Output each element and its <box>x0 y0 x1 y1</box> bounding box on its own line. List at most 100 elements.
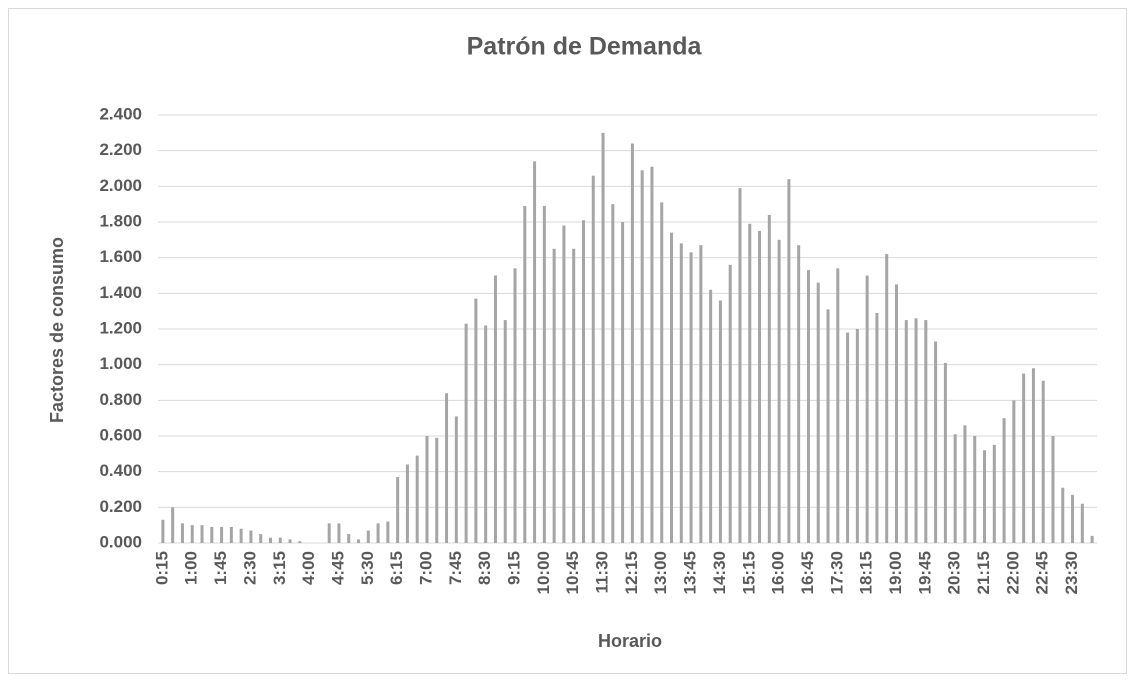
bar <box>943 362 947 543</box>
y-tick-label: 2.400 <box>99 104 142 123</box>
bar <box>640 170 644 544</box>
bar <box>503 320 507 543</box>
bar <box>474 298 478 543</box>
x-tick-label: 22:45 <box>1033 551 1052 594</box>
bar <box>875 312 879 543</box>
bar <box>259 534 263 543</box>
bar <box>1002 418 1006 543</box>
x-tick-label: 11:30 <box>593 551 612 594</box>
x-tick-label: 16:45 <box>798 551 817 594</box>
x-tick-label: 7:00 <box>416 551 435 585</box>
bar <box>601 132 605 544</box>
x-tick-label: 8:30 <box>475 551 494 585</box>
chart-title: Patrón de Demanda <box>467 33 703 61</box>
x-axis-title: Horario <box>598 631 662 651</box>
y-tick-label: 1.600 <box>99 247 142 266</box>
y-tick-label: 1.200 <box>99 318 142 337</box>
bar <box>689 252 693 544</box>
bar <box>934 341 938 543</box>
bar <box>591 175 595 543</box>
bar <box>435 437 439 543</box>
bar <box>542 205 546 543</box>
bar <box>572 248 576 543</box>
x-tick-label: 13:00 <box>651 551 670 594</box>
bar <box>298 541 302 543</box>
bar <box>787 179 791 543</box>
bar <box>904 320 908 543</box>
bar <box>464 323 468 543</box>
bar <box>278 537 282 543</box>
bar <box>855 329 859 543</box>
bar <box>220 526 224 543</box>
x-tick-label: 21:15 <box>974 551 993 594</box>
bar <box>249 530 253 543</box>
bar <box>200 525 204 543</box>
bar <box>777 239 781 544</box>
x-tick-label: 5:30 <box>358 551 377 585</box>
bar <box>767 214 771 543</box>
bar <box>885 254 889 543</box>
y-tick-label: 2.200 <box>99 140 142 159</box>
bar <box>347 534 351 543</box>
bar <box>924 320 928 543</box>
x-tick-label: 15:15 <box>739 551 758 594</box>
bar <box>1041 380 1045 543</box>
bar <box>376 523 380 543</box>
x-tick-label: 14:30 <box>710 551 729 594</box>
bar <box>1031 368 1035 543</box>
bar <box>806 270 810 543</box>
bar <box>405 464 409 543</box>
bar <box>1012 400 1016 543</box>
bar <box>562 225 566 544</box>
bar <box>396 477 400 543</box>
bar <box>709 289 713 543</box>
bar <box>357 539 361 543</box>
bar <box>846 332 850 543</box>
y-tick-label: 1.400 <box>99 283 142 302</box>
bar <box>718 300 722 543</box>
y-tick-label: 0.400 <box>99 461 142 480</box>
y-tick-label: 1.000 <box>99 354 142 373</box>
bar <box>239 528 243 543</box>
bar <box>670 232 674 543</box>
x-tick-label: 18:15 <box>857 551 876 594</box>
x-tick-label: 10:45 <box>563 551 582 594</box>
x-tick-label: 2:30 <box>240 551 259 585</box>
bar <box>1051 436 1055 543</box>
bar <box>1071 494 1075 543</box>
bar <box>650 166 654 543</box>
bar <box>523 205 527 543</box>
y-tick-label: 0.000 <box>99 532 142 551</box>
bar <box>611 204 615 543</box>
bar <box>229 526 233 543</box>
bar <box>288 539 292 543</box>
bar <box>679 243 683 543</box>
bar <box>415 455 419 543</box>
bar <box>983 450 987 543</box>
bar <box>699 245 703 543</box>
x-tick-label: 0:15 <box>152 551 171 585</box>
bar <box>210 526 214 543</box>
x-tick-label: 19:00 <box>886 551 905 594</box>
bar <box>738 188 742 543</box>
bar <box>533 161 537 543</box>
bar <box>758 230 762 543</box>
bar <box>171 507 175 543</box>
x-tick-label: 7:45 <box>446 551 465 585</box>
bar <box>865 275 869 543</box>
y-tick-label: 0.600 <box>99 425 142 444</box>
bar <box>552 248 556 543</box>
bar <box>816 282 820 543</box>
y-tick-label: 0.800 <box>99 390 142 409</box>
bar <box>337 523 341 543</box>
bar <box>630 143 634 544</box>
bar <box>1061 487 1065 543</box>
x-tick-label: 4:00 <box>299 551 318 585</box>
bar <box>484 325 488 543</box>
x-tick-label: 22:00 <box>1003 551 1022 594</box>
bar <box>366 530 370 543</box>
y-tick-label: 2.000 <box>99 176 142 195</box>
x-tick-label: 17:30 <box>827 551 846 594</box>
x-tick-label: 1:45 <box>211 551 230 585</box>
